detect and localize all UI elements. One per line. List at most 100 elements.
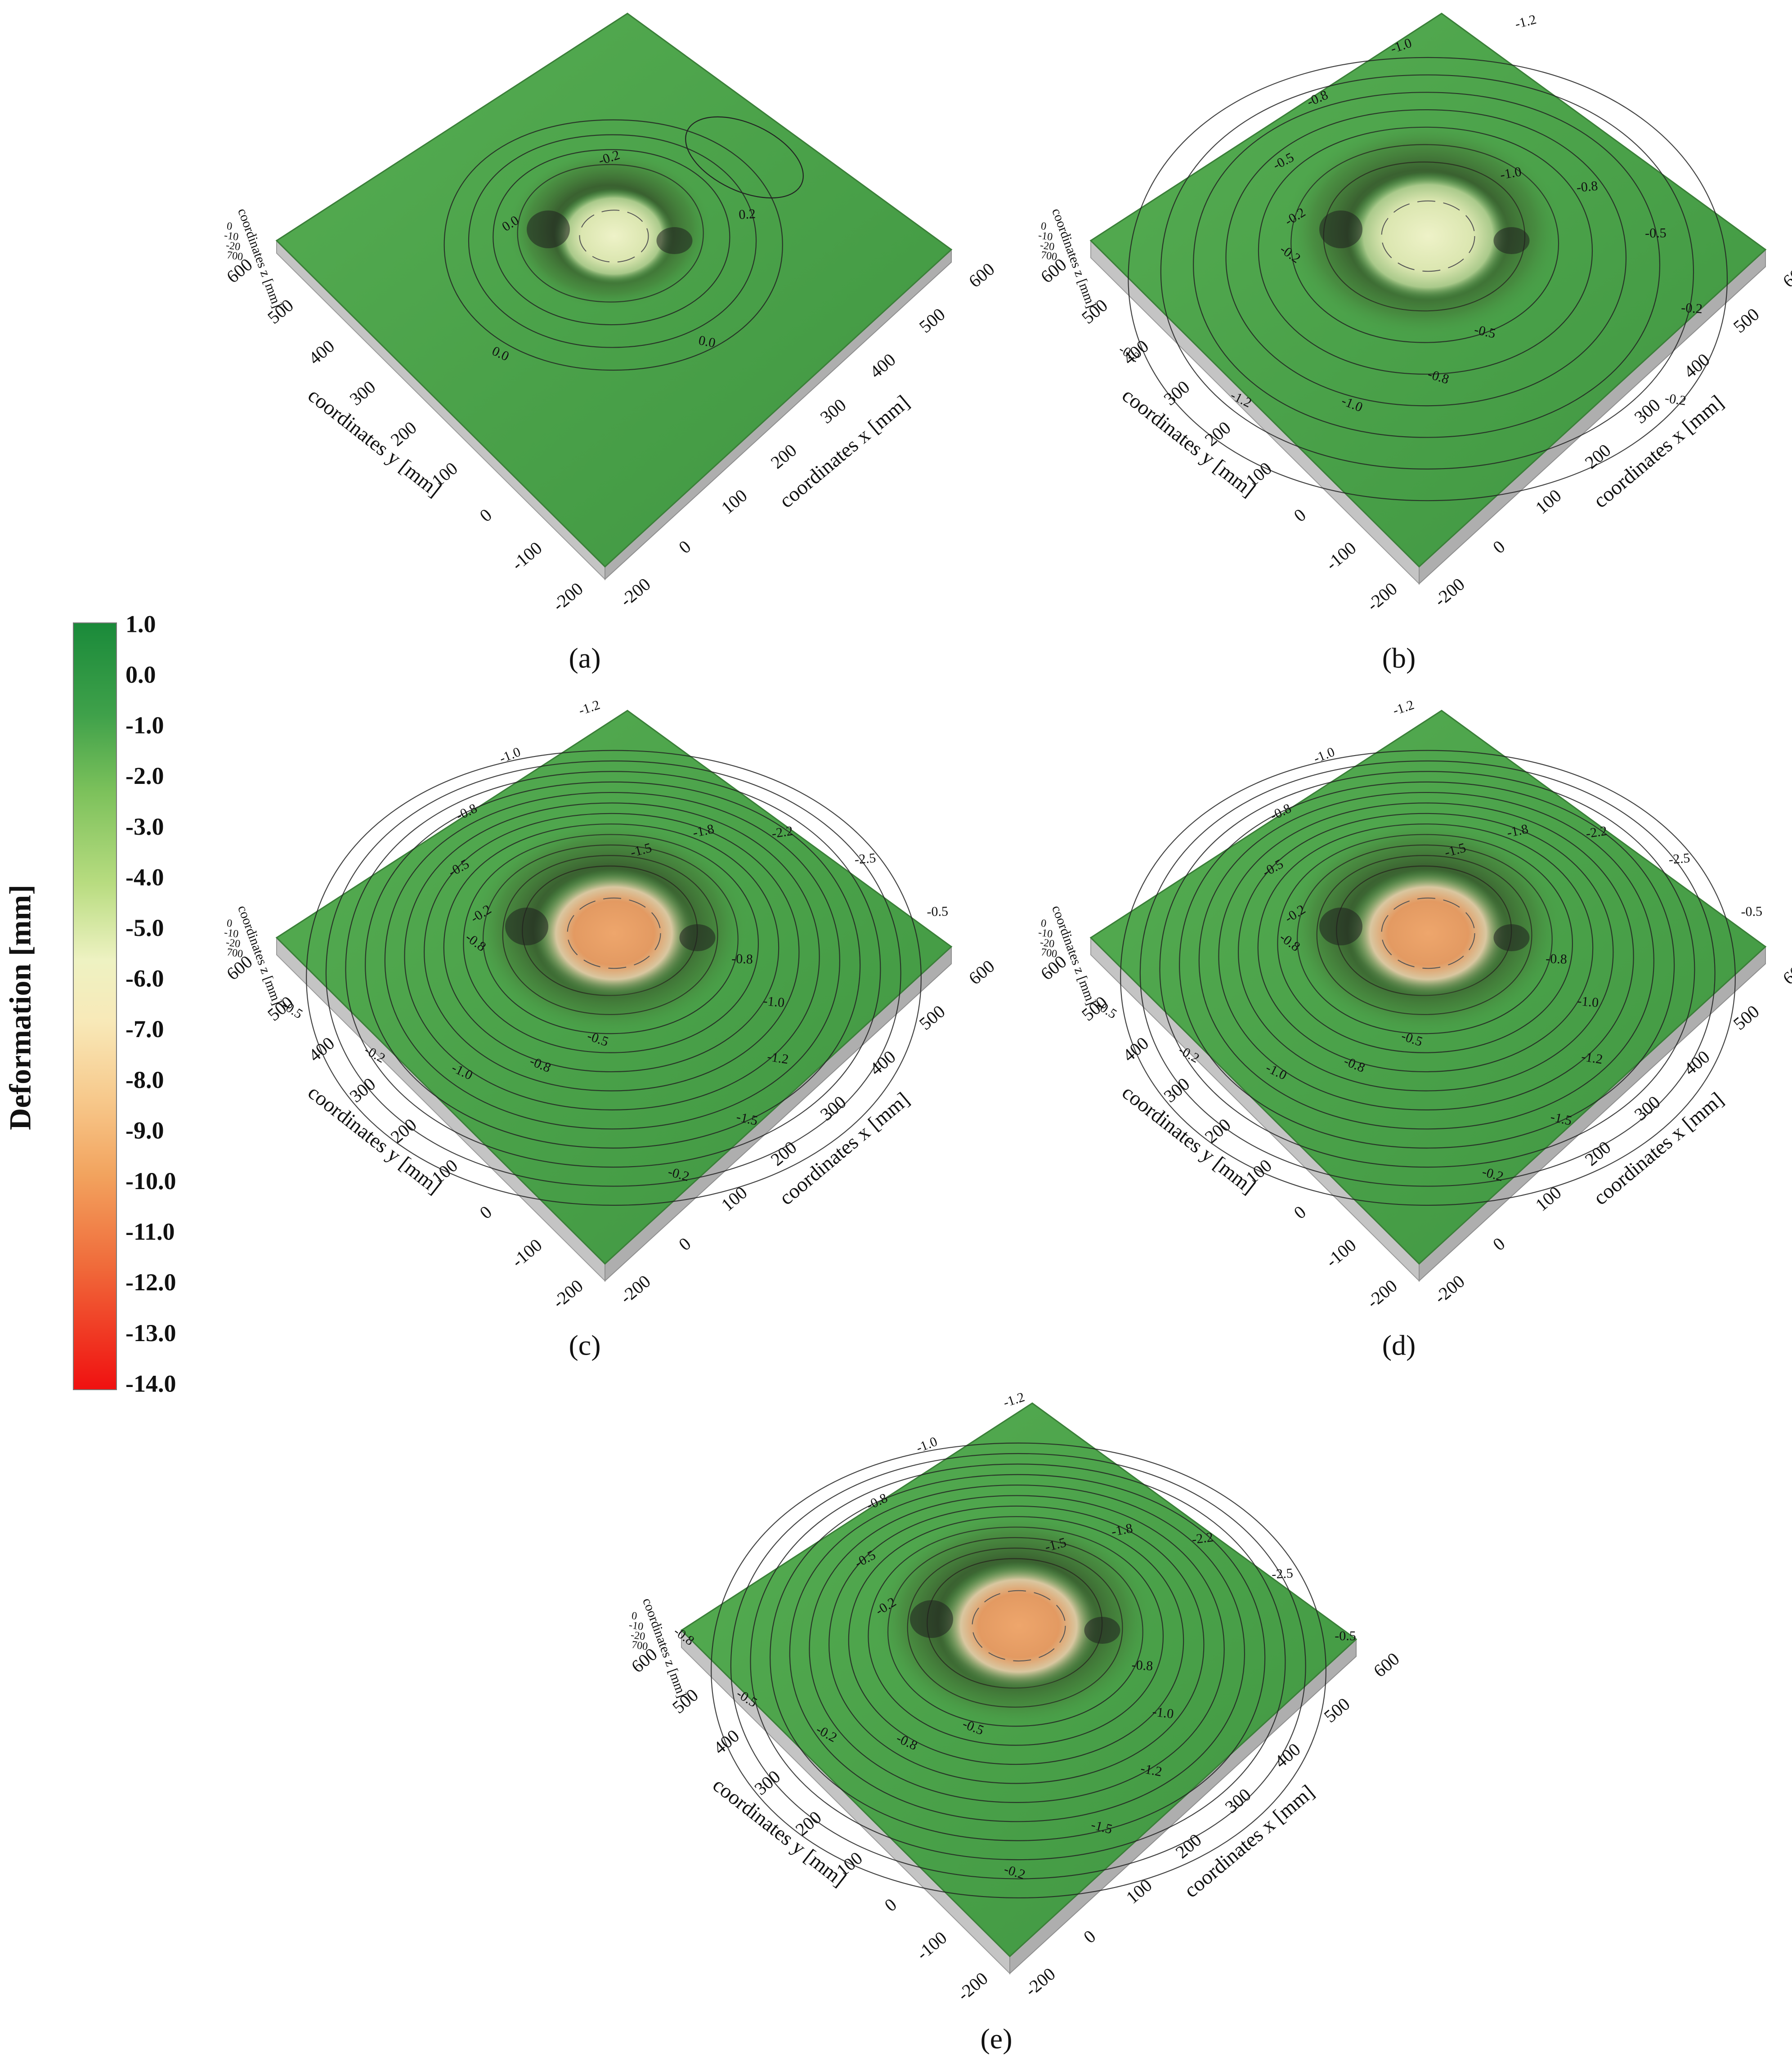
contour-label: -0.8 <box>1576 179 1598 195</box>
contour-label: -1.0 <box>914 1434 939 1455</box>
contour-label: -1.0 <box>1151 1704 1174 1722</box>
contour-label: -1.0 <box>1577 993 1599 1010</box>
pit-outline <box>579 210 649 263</box>
y-tick-label: 400 <box>305 1033 338 1065</box>
z-tick-label: -10 <box>1038 229 1053 243</box>
contour-label: -2.5 <box>1271 1566 1293 1582</box>
x-tick-label: 600 <box>965 259 999 291</box>
panel-a: 0.0-0.20.20.00.0-200-1000100200300400500… <box>223 13 999 674</box>
y-tick-label: -200 <box>1363 578 1401 615</box>
y-tick-label: -100 <box>1322 1235 1360 1271</box>
y-tick-label: -100 <box>1322 537 1360 574</box>
x-tick-label: 500 <box>915 304 949 337</box>
x-tick-label: 0 <box>1489 1233 1509 1254</box>
contour-label: -1.2 <box>766 1049 789 1067</box>
contour-line <box>1225 109 1627 407</box>
pit-outline <box>567 897 661 969</box>
panel-b: -0.2-0.5-0.8-1.0-1.2-1.0-0.8-0.5-0.2-0.2… <box>1037 12 1792 674</box>
contour-label: -1.2 <box>577 697 602 718</box>
pit-center <box>938 1561 1100 1690</box>
z-tick-label: 700 <box>226 946 244 960</box>
colorbar-tick-label: -13.0 <box>125 1320 176 1347</box>
x-tick-label: 300 <box>816 394 850 427</box>
colorbar <box>73 622 117 1390</box>
dense-contours-left <box>1319 210 1362 248</box>
x-tick-label: 100 <box>1532 1182 1565 1215</box>
contour-line <box>384 792 841 1130</box>
x-tick-label: -200 <box>1021 1964 1059 2000</box>
dense-contours-left <box>1319 908 1362 945</box>
y-tick-label: -200 <box>1363 1275 1401 1312</box>
colorbar-tick-label: -3.0 <box>125 813 164 840</box>
colorbar-tick-label: -14.0 <box>125 1370 176 1397</box>
y-tick-label: -100 <box>507 537 546 574</box>
y-tick-label: -200 <box>549 1275 587 1312</box>
pit-outline <box>1381 897 1475 969</box>
contour-label: -1.0 <box>1499 164 1523 183</box>
contour-label: -0.5 <box>927 904 948 919</box>
y-axis-label: coordinates y [mm] <box>304 384 445 501</box>
z-tick-label: -10 <box>1038 926 1053 940</box>
y-tick-label: -100 <box>912 1927 950 1964</box>
z-tick-label: -20 <box>1039 936 1055 950</box>
z-tick-label: 0 <box>631 1610 638 1622</box>
y-tick-label: 300 <box>751 1766 784 1799</box>
colorbar-tick-label: 0.0 <box>125 661 156 688</box>
z-tick-label: 700 <box>1040 946 1058 960</box>
contour-line <box>1128 57 1728 501</box>
dense-contours-right <box>1084 1617 1120 1644</box>
x-tick-label: 100 <box>717 485 751 518</box>
y-tick-label: 300 <box>346 376 380 409</box>
contour-label: 0.0 <box>697 333 717 350</box>
z-tick-label: 0 <box>1040 220 1047 233</box>
pit-outline <box>1381 200 1475 272</box>
x-tick-label: 500 <box>1729 304 1763 337</box>
dense-contours-left <box>527 210 570 248</box>
z-tick-label: 0 <box>1040 917 1047 930</box>
z-tick-label: -20 <box>1039 239 1055 253</box>
contour-label: -1.0 <box>497 744 523 766</box>
contour-line <box>770 1474 1266 1841</box>
dense-contours-left <box>505 908 548 945</box>
panel-e: -0.2-0.5-0.8-1.0-1.2-1.5-1.8 -2.2-2.5-0.5… <box>627 1390 1403 2055</box>
panel-caption: (b) <box>1382 642 1416 674</box>
x-tick-label: -200 <box>1430 574 1469 611</box>
contour-label: -2.5 <box>1668 850 1690 867</box>
y-tick-label: 400 <box>1119 336 1152 368</box>
contour-line <box>493 149 730 326</box>
x-tick-label: 100 <box>1122 1875 1156 1908</box>
x-tick-label: 100 <box>1532 485 1565 518</box>
x-tick-label: -200 <box>1430 1271 1469 1308</box>
panel-caption: (c) <box>569 1329 600 1361</box>
dense-contours-right <box>656 227 693 254</box>
contour-line <box>750 1463 1286 1861</box>
colorbar-tick-label: -4.0 <box>125 863 164 890</box>
colorbar-tick-label: -10.0 <box>125 1168 176 1195</box>
pit-center <box>1347 869 1509 998</box>
contour-line <box>423 813 800 1092</box>
colorbar-tick-label: -7.0 <box>125 1016 164 1042</box>
contour-label: -2.2 <box>1191 1530 1214 1547</box>
contour-line <box>730 1453 1306 1879</box>
x-tick-label: -200 <box>616 574 654 611</box>
contour-line <box>306 750 922 1206</box>
y-tick-label: -200 <box>549 578 587 615</box>
x-tick-label: 600 <box>1779 956 1792 989</box>
contour-label: -0.5 <box>1741 904 1762 919</box>
contour-line <box>404 802 820 1110</box>
dense-contours-right <box>1493 924 1530 951</box>
contour-line <box>848 1516 1184 1765</box>
panel-c: -0.2-0.5-0.8-1.0-1.2-1.5-1.8 -2.2-2.5-0.5… <box>223 697 999 1361</box>
contour-label: -0.5 <box>1645 226 1667 241</box>
contour-line <box>1179 781 1675 1149</box>
x-tick-label: 400 <box>1680 349 1714 382</box>
y-tick-label: 300 <box>346 1074 380 1106</box>
x-tick-label: 600 <box>1370 1648 1403 1681</box>
contour-line <box>1258 126 1593 375</box>
contour-label: -0.2 <box>1680 300 1702 317</box>
colorbar-tick-label: 1.0 <box>125 610 156 637</box>
colorbar-tick-label: -5.0 <box>125 914 164 941</box>
contour-label: -0.8 <box>1546 951 1568 967</box>
contour-line <box>443 823 780 1073</box>
